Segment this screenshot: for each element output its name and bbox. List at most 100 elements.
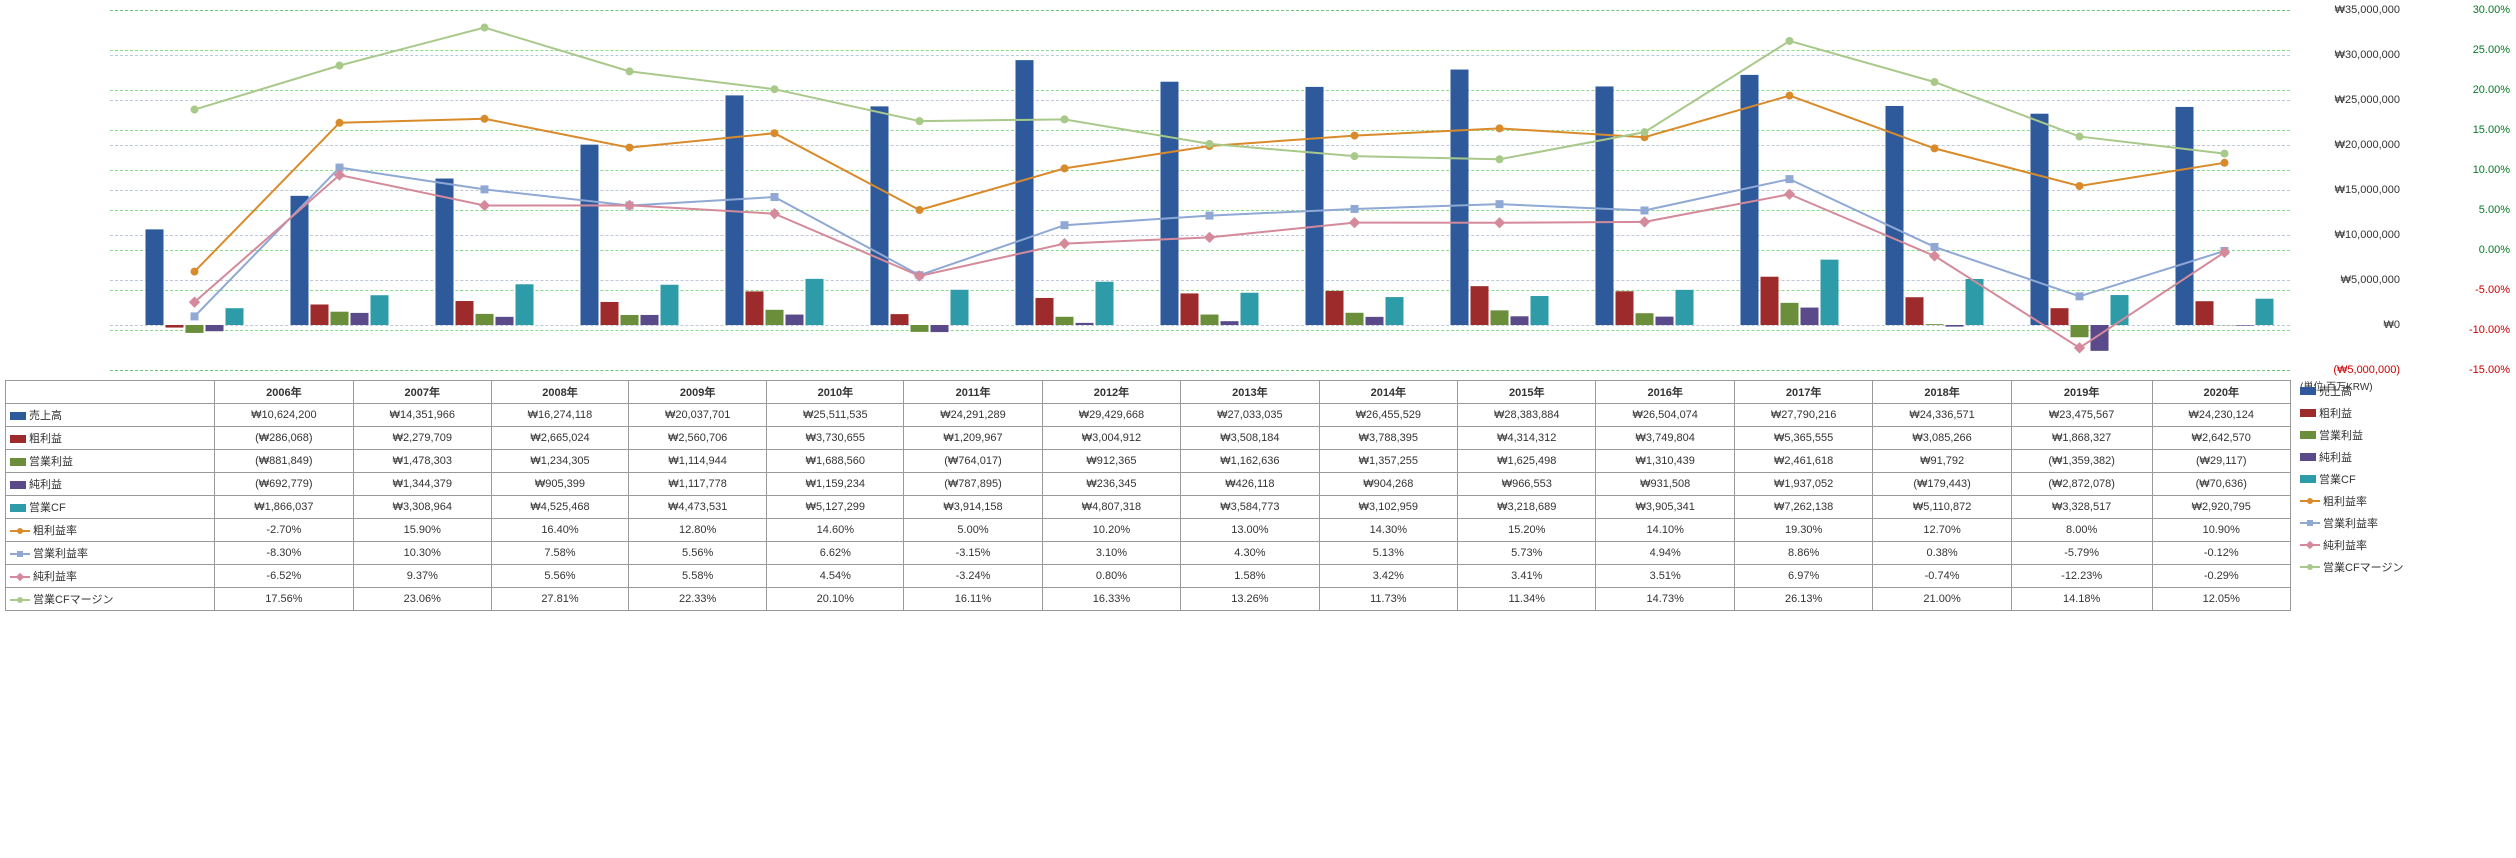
data-cell: ₩3,914,158 — [904, 496, 1042, 519]
data-cell: ₩1,937,052 — [1734, 473, 1872, 496]
data-cell: 5.00% — [904, 519, 1042, 542]
legend-label: 営業利益 — [2319, 427, 2363, 443]
year-header: 2009年 — [628, 381, 766, 404]
year-header: 2012年 — [1042, 381, 1180, 404]
data-cell: 8.00% — [2011, 519, 2152, 542]
data-cell: ₩16,274,118 — [492, 404, 629, 427]
data-cell: ₩3,905,341 — [1596, 496, 1734, 519]
data-cell: ₩1,114,944 — [628, 450, 766, 473]
financial-combo-chart: ₩35,000,000₩30,000,000₩25,000,000₩20,000… — [0, 0, 2516, 858]
data-cell: ₩26,504,074 — [1596, 404, 1734, 427]
data-cell: ₩29,429,668 — [1042, 404, 1180, 427]
y-left-tick: ₩5,000,000 — [2300, 274, 2400, 286]
data-cell: ₩905,399 — [492, 473, 629, 496]
data-cell: ₩3,004,912 — [1042, 427, 1180, 450]
y-right-tick: -10.00% — [2410, 324, 2510, 336]
year-header: 2007年 — [353, 381, 491, 404]
legend: 売上高粗利益営業利益純利益営業CF粗利益率営業利益率純利益率営業CFマージン — [2300, 380, 2510, 578]
data-cell: ₩5,110,872 — [1873, 496, 2011, 519]
data-cell: 14.60% — [767, 519, 904, 542]
series-label: 営業利益 — [6, 450, 215, 473]
data-cell: 0.38% — [1873, 542, 2011, 565]
data-cell: 14.18% — [2011, 588, 2152, 611]
data-cell: ₩3,102,959 — [1319, 496, 1457, 519]
year-header: 2013年 — [1181, 381, 1319, 404]
data-cell: 10.30% — [353, 542, 491, 565]
y-left-tick: ₩35,000,000 — [2300, 4, 2400, 16]
data-cell: ₩2,665,024 — [492, 427, 629, 450]
y-left-tick: (₩5,000,000) — [2300, 364, 2400, 376]
data-cell: -6.52% — [215, 565, 353, 588]
data-cell: -2.70% — [215, 519, 353, 542]
data-cell: ₩1,688,560 — [767, 450, 904, 473]
data-cell: 5.58% — [628, 565, 766, 588]
data-cell: 14.10% — [1596, 519, 1734, 542]
legend-label: 粗利益 — [2319, 405, 2352, 421]
year-header: 2010年 — [767, 381, 904, 404]
legend-label: 粗利益率 — [2323, 493, 2367, 509]
year-header: 2006年 — [215, 381, 353, 404]
legend-item: 営業CFマージン — [2300, 556, 2510, 578]
data-cell: 12.70% — [1873, 519, 2011, 542]
year-header: 2019年 — [2011, 381, 2152, 404]
y-axis-left: ₩35,000,000₩30,000,000₩25,000,000₩20,000… — [2300, 10, 2400, 370]
data-cell: 3.41% — [1458, 565, 1596, 588]
data-cell: 21.00% — [1873, 588, 2011, 611]
plot-area — [110, 10, 2290, 370]
y-right-tick: 20.00% — [2410, 84, 2510, 96]
data-cell: ₩5,127,299 — [767, 496, 904, 519]
y-axis-right: 30.00%25.00%20.00%15.00%10.00%5.00%0.00%… — [2410, 10, 2510, 370]
data-cell: ₩1,478,303 — [353, 450, 491, 473]
data-cell: ₩3,308,964 — [353, 496, 491, 519]
data-cell: ₩3,218,689 — [1458, 496, 1596, 519]
y-left-tick: ₩30,000,000 — [2300, 49, 2400, 61]
legend-label: 売上高 — [2319, 383, 2352, 399]
year-header: 2018年 — [1873, 381, 2011, 404]
data-cell: -8.30% — [215, 542, 353, 565]
data-cell: ₩1,866,037 — [215, 496, 353, 519]
year-header: 2016年 — [1596, 381, 1734, 404]
year-header: 2011年 — [904, 381, 1042, 404]
data-cell: ₩1,159,234 — [767, 473, 904, 496]
data-cell: ₩5,365,555 — [1734, 427, 1872, 450]
y-right-tick: 15.00% — [2410, 124, 2510, 136]
data-cell: (₩692,779) — [215, 473, 353, 496]
year-header: 2017年 — [1734, 381, 1872, 404]
table-row: 粗利益(₩286,068)₩2,279,709₩2,665,024₩2,560,… — [6, 427, 2291, 450]
data-cell: -3.15% — [904, 542, 1042, 565]
data-cell: 22.33% — [628, 588, 766, 611]
table-row: 純利益(₩692,779)₩1,344,379₩905,399₩1,117,77… — [6, 473, 2291, 496]
data-cell: ₩236,345 — [1042, 473, 1180, 496]
legend-item: 営業利益 — [2300, 424, 2510, 446]
data-cell: ₩2,461,618 — [1734, 450, 1872, 473]
data-cell: 6.97% — [1734, 565, 1872, 588]
data-cell: ₩1,162,636 — [1181, 450, 1319, 473]
data-cell: ₩931,508 — [1596, 473, 1734, 496]
data-cell: 26.13% — [1734, 588, 1872, 611]
data-cell: ₩3,328,517 — [2011, 496, 2152, 519]
data-cell: ₩1,209,967 — [904, 427, 1042, 450]
data-cell: 5.13% — [1319, 542, 1457, 565]
table-row: 営業CFマージン17.56%23.06%27.81%22.33%20.10%16… — [6, 588, 2291, 611]
y-right-tick: -5.00% — [2410, 284, 2510, 296]
data-cell: 12.80% — [628, 519, 766, 542]
data-cell: (₩787,895) — [904, 473, 1042, 496]
data-cell: 3.51% — [1596, 565, 1734, 588]
data-cell: (₩70,636) — [2152, 473, 2291, 496]
data-cell: 6.62% — [767, 542, 904, 565]
data-cell: ₩4,314,312 — [1458, 427, 1596, 450]
data-cell: 11.34% — [1458, 588, 1596, 611]
data-cell: ₩3,788,395 — [1319, 427, 1457, 450]
data-cell: 8.86% — [1734, 542, 1872, 565]
series-label: 粗利益率 — [6, 519, 215, 542]
data-cell: ₩3,584,773 — [1181, 496, 1319, 519]
legend-label: 純利益 — [2319, 449, 2352, 465]
data-cell: ₩912,365 — [1042, 450, 1180, 473]
series-label: 営業利益率 — [6, 542, 215, 565]
data-cell: ₩4,473,531 — [628, 496, 766, 519]
data-cell: (₩286,068) — [215, 427, 353, 450]
data-cell: 9.37% — [353, 565, 491, 588]
y-right-tick: 0.00% — [2410, 244, 2510, 256]
series-label: 純利益率 — [6, 565, 215, 588]
data-cell: 14.30% — [1319, 519, 1457, 542]
